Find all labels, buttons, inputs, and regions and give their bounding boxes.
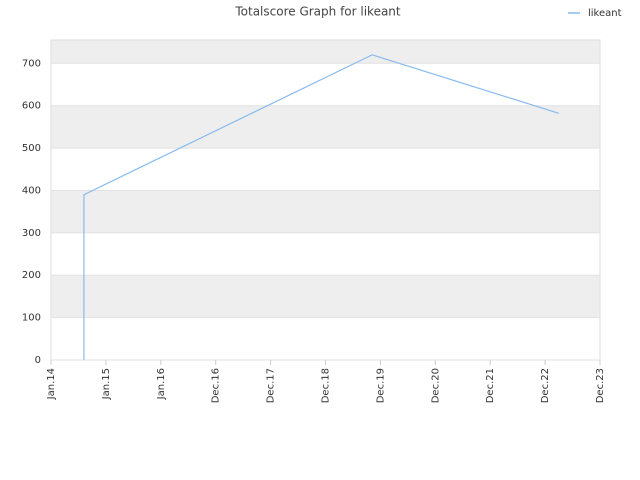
data-line <box>83 54 560 360</box>
y-tick-label: 300 <box>22 228 41 239</box>
x-tick-label: Dec.20 <box>430 368 441 403</box>
legend-label: likeant <box>588 8 622 19</box>
y-tick-label: 0 <box>35 355 41 366</box>
x-tick-label: Dec.16 <box>211 368 222 403</box>
plot-band <box>51 63 600 106</box>
y-tick-label: 700 <box>22 58 41 69</box>
x-tick-label: Jan.14 <box>46 368 57 400</box>
y-tick-label: 400 <box>22 185 41 196</box>
plot-band <box>51 148 600 191</box>
x-tick-label: Dec.19 <box>375 368 386 403</box>
plot-band <box>51 232 600 276</box>
x-tick-label: Dec.18 <box>321 368 332 403</box>
plot-band <box>51 40 600 64</box>
y-tick-label: 100 <box>22 313 41 324</box>
y-tick-label: 500 <box>22 143 41 154</box>
plot-band <box>51 105 600 149</box>
plot-band <box>51 190 600 233</box>
x-tick-label: Dec.22 <box>540 368 551 403</box>
x-tick-label: Dec.21 <box>485 368 496 403</box>
x-tick-label: Dec.23 <box>595 368 606 403</box>
x-tick-label: Jan.15 <box>101 368 112 400</box>
y-tick-label: 200 <box>22 270 41 281</box>
plot-band <box>51 317 600 360</box>
x-tick-label: Dec.17 <box>266 368 277 403</box>
chart-title: Totalscore Graph for likeant <box>234 5 401 19</box>
plot-band <box>51 275 600 318</box>
x-tick-label: Jan.16 <box>156 368 167 400</box>
y-tick-label: 600 <box>22 101 41 112</box>
